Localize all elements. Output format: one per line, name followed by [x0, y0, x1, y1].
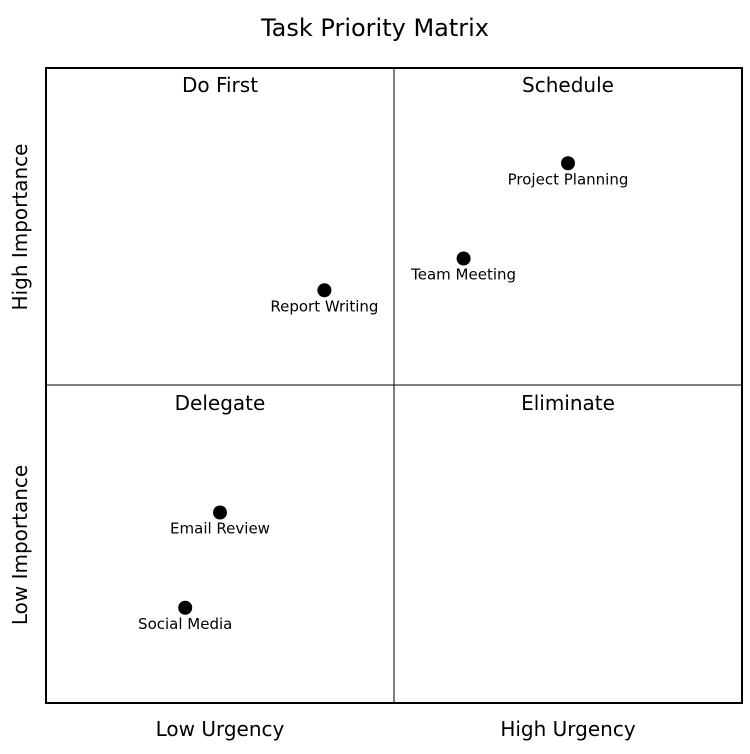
y-tick-label-low: Low Importance	[8, 465, 32, 625]
x-tick-label-low: Low Urgency	[156, 717, 285, 741]
quadrant-label-delegate: Delegate	[175, 391, 266, 415]
quadrant-label-schedule: Schedule	[522, 73, 614, 97]
y-tick-label-high: High Importance	[8, 144, 32, 311]
data-point	[561, 156, 575, 171]
data-label: Project Planning	[508, 170, 629, 188]
quadrant-label-eliminate: Eliminate	[521, 391, 615, 415]
data-point	[317, 283, 332, 298]
data-label: Report Writing	[270, 297, 378, 315]
chart-title: Task Priority Matrix	[260, 14, 489, 42]
x-tick-label-high: High Urgency	[500, 717, 636, 741]
data-point	[178, 600, 193, 615]
data-label: Team Meeting	[410, 266, 516, 284]
data-point	[456, 251, 471, 266]
data-label: Email Review	[170, 520, 270, 538]
data-points: Project Planning Team Meeting Report Writi…	[138, 156, 628, 633]
quadrant-label-do-first: Do First	[182, 73, 258, 97]
data-point	[213, 505, 227, 520]
data-label: Social Media	[138, 615, 232, 633]
